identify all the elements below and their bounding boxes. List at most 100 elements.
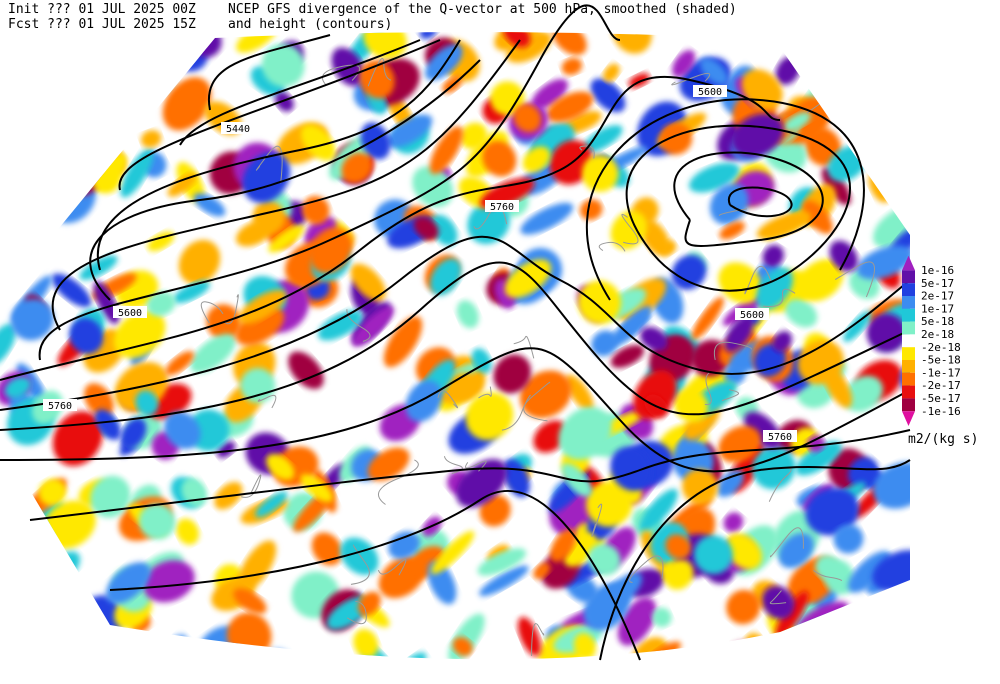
shade-blob bbox=[341, 152, 373, 184]
title-line: NCEP GFS divergence of the Q-vector at 5… bbox=[228, 2, 737, 17]
shade-blob bbox=[691, 339, 731, 377]
coastline bbox=[713, 341, 752, 360]
coastline bbox=[501, 394, 531, 431]
shade-blob bbox=[745, 632, 765, 654]
shade-blob bbox=[691, 296, 724, 340]
shade-blob bbox=[30, 192, 67, 235]
shade-blob bbox=[848, 456, 879, 488]
shade-blob bbox=[265, 453, 295, 480]
shade-blob bbox=[573, 633, 596, 660]
coastline bbox=[721, 389, 740, 402]
shade-blob bbox=[155, 634, 188, 660]
shade-blob bbox=[660, 240, 677, 255]
shade-blob bbox=[86, 45, 112, 70]
shade-blob bbox=[167, 172, 197, 197]
shade-blob bbox=[240, 368, 276, 404]
shade-blob bbox=[143, 560, 195, 603]
shade-blob bbox=[17, 588, 55, 625]
coastline bbox=[763, 288, 796, 308]
colorbar-label: 5e-18 bbox=[921, 315, 954, 328]
contour-label-bg bbox=[735, 308, 769, 320]
shade-blob bbox=[138, 503, 176, 540]
shade-blob bbox=[10, 298, 54, 341]
shade-blob bbox=[716, 469, 744, 498]
shade-blob bbox=[128, 52, 157, 76]
shade-blob bbox=[586, 481, 633, 527]
shade-blob bbox=[891, 149, 910, 170]
shade-blob bbox=[38, 478, 67, 506]
shade-blob bbox=[866, 313, 907, 353]
coastline bbox=[769, 590, 787, 605]
coastline bbox=[241, 474, 262, 498]
contour-label: 5600 bbox=[740, 310, 764, 321]
shade-blob bbox=[367, 447, 410, 482]
shade-blob bbox=[430, 258, 462, 296]
shade-blob bbox=[357, 591, 381, 616]
contour-line bbox=[96, 39, 461, 271]
shade-blob bbox=[261, 43, 305, 87]
shade-blob bbox=[582, 125, 623, 153]
contour-line bbox=[0, 75, 781, 381]
shade-blob bbox=[610, 344, 645, 368]
shade-blob bbox=[561, 57, 583, 76]
shade-blob bbox=[28, 569, 62, 603]
coastline bbox=[769, 527, 804, 558]
contour-label: 5760 bbox=[490, 202, 514, 213]
coastline bbox=[718, 208, 748, 217]
shade-blob bbox=[35, 69, 76, 110]
shade-blob bbox=[91, 33, 141, 69]
shade-blob bbox=[164, 411, 201, 450]
shade-blob bbox=[664, 559, 694, 590]
colorbar-box bbox=[902, 283, 915, 296]
shade-blob bbox=[700, 57, 728, 85]
shade-blob bbox=[513, 103, 542, 133]
shade-blob bbox=[847, 551, 892, 593]
coastline bbox=[579, 145, 595, 159]
colorbar-box bbox=[902, 398, 915, 412]
fcst-text: Fcst ??? 01 JUL 2025 15Z bbox=[8, 17, 196, 32]
shade-blob bbox=[533, 562, 551, 580]
shade-blob bbox=[114, 94, 135, 116]
shade-blob bbox=[856, 245, 910, 280]
shade-blob bbox=[253, 649, 294, 660]
colorbar-label: 5e-17 bbox=[921, 277, 954, 290]
contour-line bbox=[0, 235, 911, 411]
shade-blob bbox=[762, 585, 795, 620]
colorbar-box bbox=[902, 296, 915, 309]
colorbar-label: -2e-18 bbox=[921, 341, 961, 354]
colorbar-label: 1e-17 bbox=[921, 302, 954, 315]
shade-blob bbox=[718, 425, 761, 463]
shade-blob bbox=[579, 199, 603, 221]
shade-blob bbox=[386, 114, 433, 148]
contour-line bbox=[586, 98, 865, 301]
shade-blob bbox=[172, 280, 210, 304]
shade-blob bbox=[274, 91, 294, 112]
shade-blob bbox=[135, 390, 159, 416]
contour-label-bg bbox=[221, 122, 255, 134]
shade-blob bbox=[113, 310, 166, 359]
shade-blob bbox=[465, 392, 514, 441]
shade-blob bbox=[802, 200, 833, 234]
shade-blob bbox=[797, 259, 844, 302]
coastline bbox=[621, 213, 639, 245]
shade-blob bbox=[0, 552, 43, 598]
shade-blob bbox=[178, 239, 221, 285]
shade-blob bbox=[350, 263, 386, 302]
shade-blob bbox=[659, 122, 693, 155]
coastline bbox=[513, 335, 535, 359]
shade-blob bbox=[479, 565, 529, 597]
shade-blob bbox=[762, 244, 784, 268]
shade-blob bbox=[431, 530, 475, 575]
shade-blob bbox=[233, 588, 267, 614]
shade-blob bbox=[71, 61, 98, 83]
shade-blob bbox=[120, 148, 154, 198]
shade-blob bbox=[815, 554, 840, 580]
colorbar-box bbox=[902, 270, 915, 284]
shade-blob bbox=[815, 44, 852, 84]
contour-label: 5600 bbox=[118, 308, 142, 319]
shade-blob bbox=[558, 406, 612, 460]
coastline bbox=[835, 261, 875, 298]
shade-blob bbox=[353, 628, 379, 659]
shade-blob bbox=[140, 130, 162, 148]
shade-blob bbox=[35, 581, 77, 628]
